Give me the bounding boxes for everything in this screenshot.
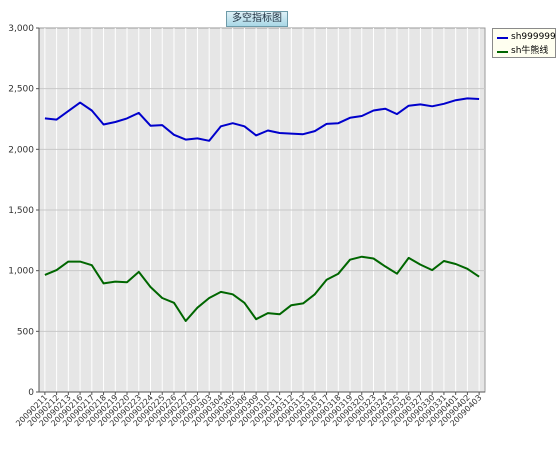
- legend-swatch-sh-bull-bear: [497, 51, 508, 53]
- series-lines: [44, 97, 480, 322]
- legend-swatch-sh999999: [497, 37, 508, 39]
- legend-item-sh999999: sh999999: [493, 31, 556, 43]
- legend-label-sh-bull-bear: sh牛熊线: [511, 46, 549, 56]
- x-axis-tick-labels: 2009021120090212200902132009021620090217…: [14, 392, 484, 428]
- y-tick-label: 2,000: [8, 145, 34, 155]
- series-line-sh-bull-bear: [44, 255, 480, 322]
- y-axis-tick-labels: 0 500 1,000 1,500 2,000 2,500 3,000: [8, 24, 39, 398]
- y-tick-label: 2,500: [8, 85, 34, 95]
- chart-title: 多空指标图: [226, 11, 288, 27]
- horizontal-gridlines: [39, 88, 485, 332]
- y-tick-label: 3,000: [8, 24, 34, 34]
- y-tick-label: 500: [17, 327, 34, 337]
- y-tick-label: 0: [28, 388, 34, 398]
- series-line-sh999999: [44, 97, 480, 142]
- y-tick-label: 1,500: [8, 206, 34, 216]
- legend-item-sh-bull-bear: sh牛熊线: [493, 45, 555, 57]
- legend-label-sh999999: sh999999: [511, 32, 556, 42]
- chart-legend: sh999999 sh牛熊线: [492, 28, 556, 58]
- y-tick-label: 1,000: [8, 267, 34, 277]
